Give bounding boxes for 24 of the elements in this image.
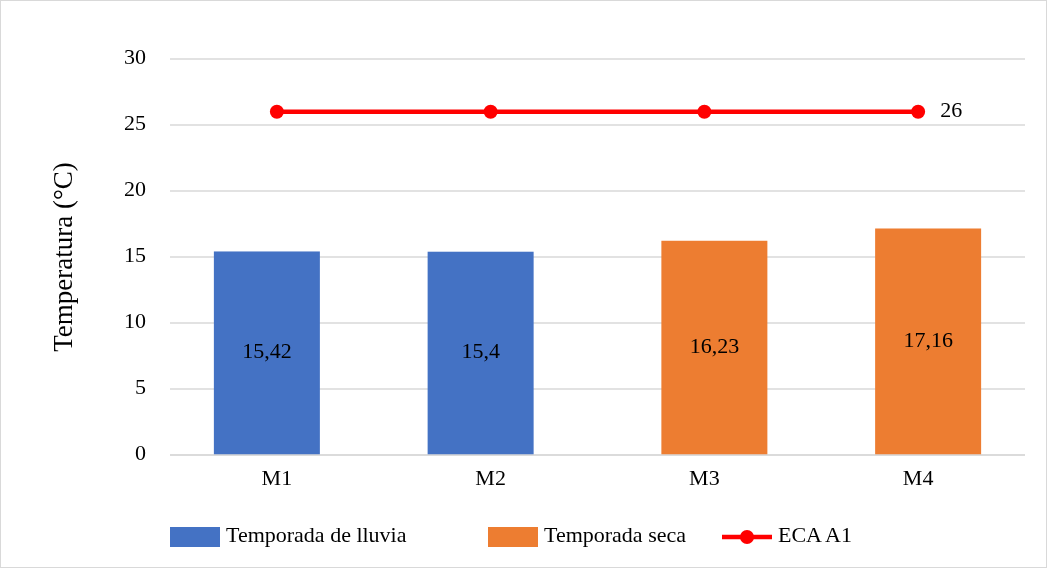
bar [427,251,534,455]
x-tick-label: M1 [261,465,293,490]
y-tick-label: 5 [135,374,146,400]
y-tick-label: 20 [124,176,146,202]
data-label: 17,16 [903,326,953,352]
legend-label: Temporada de lluvia [226,522,407,548]
x-tick-label: M3 [689,465,720,490]
bar [213,251,320,455]
y-tick-label: 10 [124,308,146,334]
x-tick-label: M4 [902,465,934,490]
y-tick-label: 15 [124,242,146,268]
bar [661,240,768,455]
data-label: 26 [940,96,963,122]
y-tick-label: 25 [124,110,146,136]
y-tick-label: 30 [124,44,146,70]
y-axis-title: Temperatura (°C) [48,162,78,352]
bar [875,228,982,455]
x-tick-label: M2 [475,465,506,490]
data-label: 15,4 [461,338,500,364]
data-label: 15,42 [242,338,292,364]
y-tick-label: 0 [135,440,146,466]
legend-label: Temporada seca [544,522,687,548]
data-label: 16,23 [689,332,740,358]
legend-label: ECA A1 [778,522,852,548]
